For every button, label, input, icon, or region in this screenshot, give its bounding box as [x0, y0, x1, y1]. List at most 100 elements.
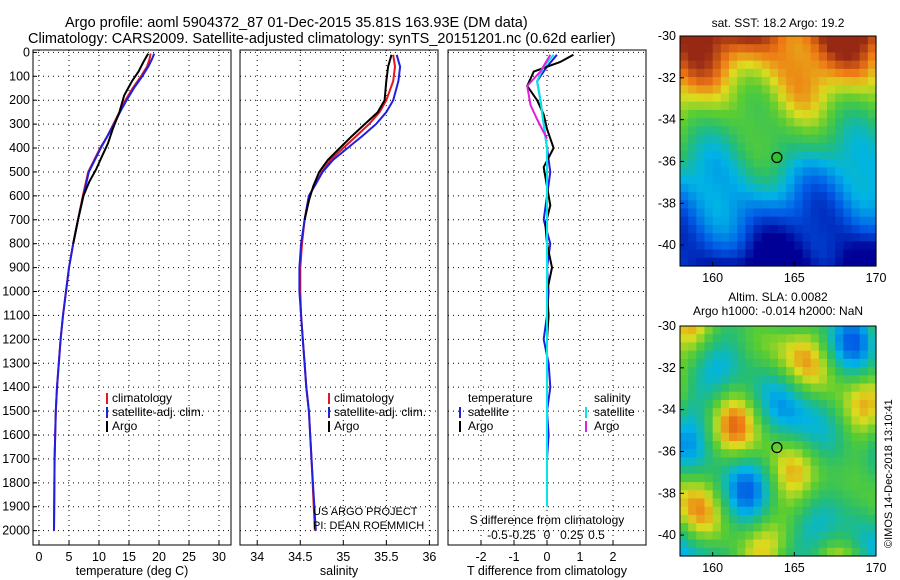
map-cell	[753, 101, 763, 111]
map-cell	[778, 192, 787, 201]
map-cell	[843, 216, 853, 226]
map-cell	[680, 514, 689, 524]
map-cell	[680, 424, 689, 434]
map-cell	[680, 257, 689, 267]
map-cell	[867, 126, 877, 136]
map-cell	[843, 482, 853, 491]
x-tick-label: -1	[508, 550, 519, 564]
map-cell	[810, 233, 820, 242]
map-cell	[712, 101, 722, 111]
map-cell	[867, 175, 877, 185]
map-cell	[688, 118, 697, 127]
map-cell	[745, 175, 755, 185]
map-cell	[851, 514, 861, 524]
map-cell	[769, 109, 779, 119]
map-cell	[827, 449, 836, 459]
map-cell	[720, 547, 730, 557]
map-cell	[704, 482, 714, 491]
map-cell	[786, 224, 795, 234]
map-cell	[680, 77, 689, 86]
map-cell	[802, 224, 812, 234]
map-cell	[680, 208, 689, 218]
series-line-temperature-argo	[526, 53, 574, 340]
map-cell	[729, 126, 738, 136]
map-cell	[818, 367, 828, 376]
map-cell	[778, 506, 787, 516]
map-cell	[843, 539, 853, 549]
map-cell	[688, 52, 697, 62]
map-cell	[867, 498, 877, 508]
map-cell	[786, 241, 795, 251]
map-cell	[720, 334, 730, 344]
map-cell	[680, 36, 689, 45]
map-cell	[818, 334, 828, 344]
map-cell	[688, 547, 697, 557]
x-tick-label: 0	[36, 550, 43, 564]
map-cell	[810, 342, 820, 352]
map-cell	[778, 473, 787, 483]
map-cell	[843, 60, 853, 70]
map-cell	[843, 68, 853, 78]
map-cell	[859, 482, 869, 491]
map-cell	[867, 490, 877, 500]
map-cell	[737, 465, 746, 475]
map-cell	[720, 142, 730, 152]
map-cell	[802, 134, 812, 144]
map-cell	[753, 408, 763, 417]
map-cell	[778, 342, 787, 352]
map-cell	[761, 109, 771, 119]
map-cell	[810, 391, 820, 401]
map-cell	[851, 465, 861, 475]
map-cell	[843, 498, 853, 508]
map-cell	[680, 118, 689, 127]
map-cell	[827, 498, 836, 508]
map-cell	[843, 208, 853, 218]
map-cell	[761, 375, 771, 385]
map-cell	[753, 241, 763, 251]
map-cell	[867, 473, 877, 483]
map-cell	[851, 482, 861, 491]
map-cell	[704, 490, 714, 500]
map-cell	[786, 416, 795, 426]
map-cell	[753, 77, 763, 86]
map-cell	[818, 85, 828, 95]
map-cell	[712, 441, 722, 450]
map-cell	[778, 449, 787, 459]
map-cell	[843, 416, 853, 426]
pi-credit: PI: DEAN ROEMMICH	[313, 520, 424, 532]
map-cell	[720, 175, 730, 185]
map-x-tick-label: 170	[866, 271, 887, 285]
x-tick-label: 34.5	[288, 550, 312, 564]
map-cell	[778, 490, 787, 500]
map-cell	[810, 375, 820, 385]
map-cell	[712, 183, 722, 193]
map-cell	[745, 200, 755, 210]
map-cell	[753, 93, 763, 103]
map-cell	[794, 151, 804, 160]
map-cell	[745, 126, 755, 136]
map-cell	[720, 498, 730, 508]
map-cell	[729, 60, 738, 70]
map-cell	[867, 465, 877, 475]
map-cell	[761, 175, 771, 185]
map-cell	[680, 457, 689, 467]
map-cell	[851, 539, 861, 549]
map-cell	[859, 383, 869, 393]
map-cell	[737, 52, 746, 62]
map-cell	[761, 167, 771, 177]
map-cell	[802, 334, 812, 344]
series-line-satellite-adj-clim-	[53, 53, 156, 531]
map-cell	[778, 539, 787, 549]
map-cell	[769, 249, 779, 259]
map-cell	[786, 367, 795, 376]
map-cell	[810, 93, 820, 103]
map-cell	[712, 342, 722, 352]
map-cell	[720, 367, 730, 376]
title-line2: Climatology: CARS2009. Satellite-adjuste…	[28, 31, 616, 47]
map-cell	[802, 216, 812, 226]
map-cell	[835, 118, 844, 127]
map-cell	[688, 432, 697, 442]
map-cell	[859, 200, 869, 210]
map-cell	[696, 118, 706, 127]
map-cell	[769, 408, 779, 417]
